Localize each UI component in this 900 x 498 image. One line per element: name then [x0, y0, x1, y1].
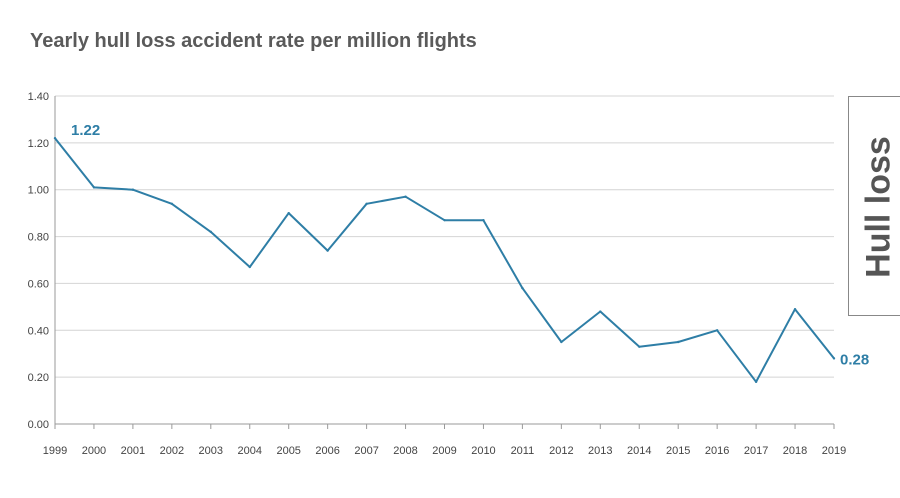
x-tick-label: 2003 [199, 445, 223, 457]
data-point [170, 202, 174, 205]
data-point [365, 202, 368, 205]
x-tick-label: 2002 [160, 445, 184, 457]
data-point [754, 380, 758, 384]
data-point [482, 218, 485, 222]
data-point [638, 345, 641, 348]
x-tick-label: 2011 [511, 445, 535, 457]
x-tick-label: 2017 [744, 445, 768, 457]
x-tick-label: 2010 [471, 445, 495, 457]
data-point [287, 211, 290, 215]
data-point [326, 249, 329, 252]
data-point [832, 357, 836, 360]
x-tick-label: 2018 [783, 445, 807, 457]
y-tick-labels: 0.00 0.20 0.40 0.60 0.80 1.00 1.20 1.40 [28, 91, 49, 431]
data-point [209, 230, 212, 234]
y-tick-label: 1.20 [28, 138, 49, 150]
data-point [715, 329, 719, 332]
data-point [521, 286, 524, 290]
data-point [443, 218, 446, 222]
x-tick-label: 2009 [432, 445, 456, 457]
data-point [92, 186, 96, 189]
x-tick-label: 2006 [315, 445, 339, 457]
data-point [599, 310, 602, 313]
chart-title: Yearly hull loss accident rate per milli… [30, 30, 477, 52]
x-tick-label: 2000 [82, 445, 106, 457]
x-tick-label: 2014 [627, 445, 651, 457]
y-tick-label: 1.40 [28, 91, 49, 103]
data-point [793, 308, 797, 311]
data-point [131, 188, 135, 191]
data-labels: 1.22 0.28 [71, 122, 869, 368]
data-point [248, 265, 251, 269]
y-tick-label: 0.40 [28, 325, 49, 337]
data-point [53, 136, 57, 140]
series-line [54, 137, 835, 383]
x-tick-label: 1999 [43, 445, 67, 457]
x-tick-label: 2016 [705, 445, 729, 457]
x-tick-label: 2008 [393, 445, 417, 457]
x-tick-label: 2004 [238, 445, 262, 457]
data-label: 0.28 [840, 351, 869, 368]
x-tick-label: 2007 [354, 445, 378, 457]
series-layer [53, 136, 836, 384]
y-tick-label: 0.20 [28, 372, 49, 384]
data-point [404, 195, 407, 198]
x-tick-label: 2001 [121, 445, 145, 457]
y-tick-label: 0.80 [28, 232, 49, 244]
axes [54, 96, 835, 429]
x-tick-label: 2012 [549, 445, 573, 457]
hull-loss-label: Hull loss [859, 136, 898, 278]
x-tick-label: 2005 [276, 445, 300, 457]
y-tick-label: 0.00 [28, 419, 49, 431]
y-tick-label: 0.60 [28, 278, 49, 290]
x-tick-label: 2013 [588, 445, 612, 457]
data-point [677, 340, 680, 344]
y-tick-label: 1.00 [28, 185, 49, 197]
data-point [560, 340, 563, 344]
x-tick-label: 2019 [822, 445, 846, 457]
data-label: 1.22 [71, 122, 100, 139]
hull-loss-panel: Hull loss [848, 96, 900, 316]
x-tick-labels: 1999 2000 2001 2002 2003 2004 2005 2006 2007 2008… [43, 445, 846, 457]
x-tick-label: 2015 [666, 445, 690, 457]
gridlines [55, 95, 834, 378]
